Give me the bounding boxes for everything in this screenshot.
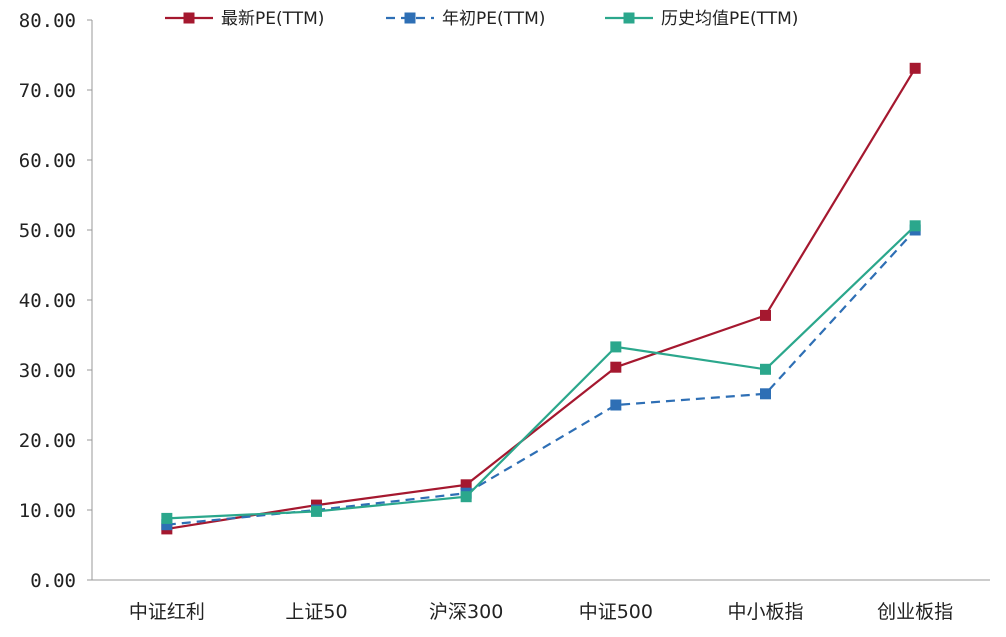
series-line [166,229,916,526]
series-0 [161,62,921,535]
data-point [909,62,921,74]
x-tick-label: 中小板指 [727,601,803,623]
y-tick-label: 10.00 [19,500,76,522]
y-tick-label: 50.00 [19,220,76,242]
legend-swatch-marker [183,12,195,24]
data-point [610,361,622,373]
data-point [161,512,173,524]
data-point [760,388,771,400]
legend-label: 最新PE(TTM) [221,9,324,29]
legend-label: 年初PE(TTM) [442,9,545,29]
x-axis: 中证红利 上证50 沪深300 中证500 中小板指 创业板指 [92,579,990,623]
series-line [166,225,916,520]
data-point [760,309,771,321]
y-tick-label: 40.00 [19,290,76,312]
data-point [760,363,771,375]
legend-swatch-marker [404,12,416,24]
x-tick-label: 中证红利 [129,601,205,623]
y-tick-label: 70.00 [19,80,76,102]
series-line [166,67,917,530]
y-tick-label: 0.00 [30,570,76,592]
legend: 最新PE(TTM) 年初PE(TTM) 历史均值PE(TTM) [165,9,798,29]
series-layer [161,62,921,535]
data-point [909,220,921,232]
x-tick-label: 中证500 [579,601,653,623]
x-tick-label: 沪深300 [429,601,503,623]
data-point [610,341,622,353]
legend-item: 最新PE(TTM) [165,9,324,29]
legend-swatch-marker [623,12,635,24]
x-tick-label: 上证50 [285,601,347,623]
y-tick-label: 30.00 [19,360,76,382]
x-tick-label: 创业板指 [877,601,953,623]
y-axis: 0.00 10.00 20.00 30.00 40.00 50.00 60.00 70.00 8… [19,10,93,592]
data-point [161,519,173,531]
data-point [610,399,622,411]
series-1 [161,224,921,531]
legend-item: 历史均值PE(TTM) [605,9,798,29]
data-point [311,505,322,517]
y-tick-label: 20.00 [19,430,76,452]
data-point [460,491,472,503]
y-tick-label: 80.00 [19,10,76,32]
y-tick-label: 60.00 [19,150,76,172]
data-point [460,479,472,491]
series-2 [161,220,921,524]
legend-label: 历史均值PE(TTM) [661,9,798,29]
legend-item: 年初PE(TTM) [386,9,545,29]
